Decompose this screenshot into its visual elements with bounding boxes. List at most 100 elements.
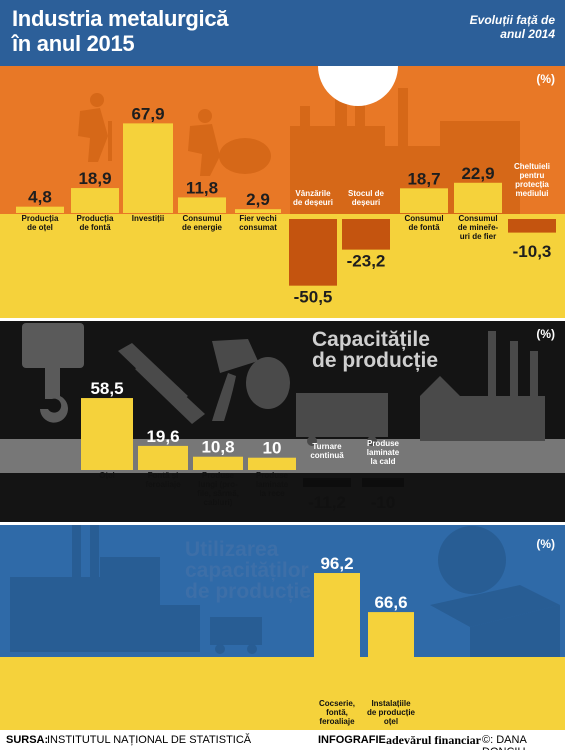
ladle-icon (212, 339, 290, 421)
tick-label: Producția (22, 214, 59, 223)
section2-unit: (%) (536, 327, 555, 341)
section-utilization: (%) Utilizarea capacităților de producți… (0, 525, 565, 730)
bar (362, 478, 404, 487)
tick-label: continuă (310, 451, 344, 460)
source-text: INSTITUTUL NAȚIONAL DE STATISTICĂ (47, 734, 252, 746)
tick-label: de deșeuri (293, 198, 333, 207)
header-band: Industria metalurgică în anul 2015 Evolu… (0, 0, 565, 66)
tick-label: mediului (516, 189, 549, 198)
section2-title-line-1: Capacitățile (312, 328, 430, 351)
data-label: 67,9 (131, 104, 164, 123)
tick-label: oțel (384, 717, 398, 726)
section2-title-line-2: de producție (312, 349, 439, 372)
data-label: 18,7 (407, 169, 440, 188)
section2-title: Capacitățile de producție (312, 329, 438, 371)
tick-label: Cocserie, (319, 699, 355, 708)
tick-label: Fier vechi (239, 214, 276, 223)
tick-label: laminate (367, 448, 400, 457)
tick-label: feroaliaje (145, 480, 181, 489)
data-label: 4,8 (28, 188, 52, 207)
data-label: 2,9 (246, 190, 270, 209)
tick-label: Producția (77, 214, 114, 223)
steel-beams-icon (118, 343, 205, 424)
bar (314, 573, 360, 700)
data-label: -50,5 (294, 288, 333, 307)
bar (248, 457, 296, 470)
tick-label: consumat (239, 223, 277, 232)
bar (400, 188, 448, 213)
bar (342, 219, 390, 250)
infografie-label: INFOGRAFIE (318, 734, 386, 746)
tick-label: Produse (256, 471, 289, 480)
data-label: 19,6 (146, 427, 179, 446)
data-label: -10 (371, 493, 396, 512)
tick-label: Consumul (458, 214, 497, 223)
section3-title-line-2: capacităților (185, 559, 309, 582)
section3-title-line-1: Utilizarea (185, 538, 279, 561)
bar (123, 123, 173, 213)
tick-label: file, sârmă, (197, 489, 239, 498)
tick-label: Consumul (404, 214, 443, 223)
tick-label: cabluri) (204, 498, 233, 507)
tick-label: de mineře- (458, 223, 499, 232)
tick-label: Investiții (132, 214, 164, 223)
section3-title: Utilizarea capacităților de producție (185, 539, 311, 602)
data-label: -11,2 (308, 493, 346, 512)
factory-icon (420, 331, 545, 441)
tick-label: Produse (202, 471, 235, 480)
bar (289, 219, 337, 286)
tick-label: la cald (371, 457, 396, 466)
tick-label: Stocul de (348, 189, 385, 198)
bar (454, 182, 502, 213)
subtitle-line-1: Evoluții față de (469, 13, 555, 27)
tick-label: feroaliaje (319, 717, 355, 726)
tick-label: pentru (520, 171, 545, 180)
crane-hook-icon (22, 323, 84, 423)
tick-label: Fontă și (148, 471, 179, 480)
factory-buildings-icon (10, 525, 200, 652)
subtitle-line-2: anul 2014 (500, 27, 555, 41)
data-label: 18,9 (78, 169, 111, 188)
worker-silhouette-icon (78, 93, 271, 176)
data-label: 96,2 (320, 554, 353, 573)
footer: SURSA: INSTITUTUL NAȚIONAL DE STATISTICĂ… (0, 730, 565, 750)
bar (16, 206, 64, 213)
tick-label: Instalațiile (371, 699, 411, 708)
data-label: 58,5 (90, 379, 123, 398)
gear-icon (438, 526, 506, 594)
bar (508, 219, 556, 233)
tick-label: Consumul (182, 214, 221, 223)
data-label: 10 (263, 439, 282, 458)
section3-illustration (0, 525, 565, 730)
bar (303, 478, 351, 487)
author-credit: ©: DANA DONCIU (482, 734, 527, 750)
tick-label: de fontă (408, 223, 440, 232)
data-label: -23,2 (347, 252, 386, 271)
tick-label: Vânzările (295, 189, 331, 198)
tick-label: Cheltuieli (514, 162, 550, 171)
page-subtitle: Evoluții față de anul 2014 (470, 13, 555, 41)
tick-label: uri de fier (460, 232, 496, 241)
section3-lower-band (0, 657, 565, 730)
tick-label: de fontă (79, 223, 111, 232)
bar (138, 445, 188, 470)
tick-label: de energie (182, 223, 223, 232)
brand-logo: adevărul financiar (386, 733, 481, 747)
tick-label: de oțel (27, 223, 53, 232)
data-label: 11,8 (186, 178, 218, 197)
section3-unit: (%) (536, 537, 555, 551)
data-label: 22,9 (461, 164, 494, 183)
data-label: 10,8 (201, 438, 234, 457)
section3-title-line-3: de producție (185, 580, 312, 603)
tick-label: fontă, (326, 708, 348, 717)
tick-label: laminate (256, 480, 289, 489)
bar (235, 209, 281, 213)
tick-label: Turnare (312, 442, 342, 451)
section1-unit: (%) (536, 72, 555, 86)
bar (193, 456, 243, 470)
tick-label: la rece (259, 489, 285, 498)
bar (71, 188, 119, 213)
bar (368, 612, 414, 700)
